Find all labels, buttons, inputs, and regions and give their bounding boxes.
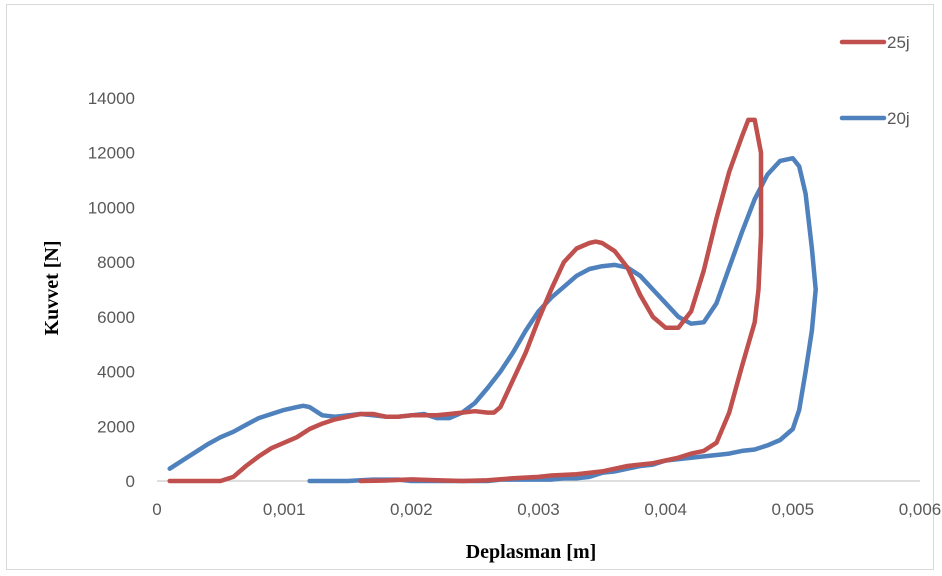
y-tick-label: 8000 — [97, 253, 135, 272]
y-tick-label: 14000 — [88, 89, 135, 108]
y-tick-label: 0 — [126, 472, 135, 491]
y-axis-title: Kuvvet [N] — [41, 241, 63, 336]
y-tick-label: 6000 — [97, 308, 135, 327]
y-tick-label: 2000 — [97, 417, 135, 436]
y-tick-label: 10000 — [88, 198, 135, 217]
x-tick-label: 0 — [152, 500, 161, 519]
series-line-25j — [167, 117, 764, 484]
x-tick-label: 0,005 — [772, 500, 815, 519]
x-tick-label: 0,006 — [899, 500, 942, 519]
x-tick-label: 0,001 — [263, 500, 306, 519]
y-tick-label: 4000 — [97, 363, 135, 382]
plot-area — [167, 117, 818, 484]
legend-label-25j: 25j — [887, 33, 910, 52]
legend: 25j 20j — [839, 33, 910, 128]
y-tick-label: 12000 — [88, 144, 135, 163]
x-axis-title: Deplasman [m] — [466, 541, 597, 563]
x-tick-label: 0,004 — [644, 500, 687, 519]
tick-labels: 0 0,001 0,002 0,003 0,004 0,005 0,006 0 2000 4000… — [88, 89, 942, 519]
x-tick-label: 0,003 — [517, 500, 560, 519]
legend-label-20j: 20j — [887, 109, 910, 128]
chart-frame — [6, 4, 934, 570]
x-tick-label: 0,002 — [390, 500, 433, 519]
